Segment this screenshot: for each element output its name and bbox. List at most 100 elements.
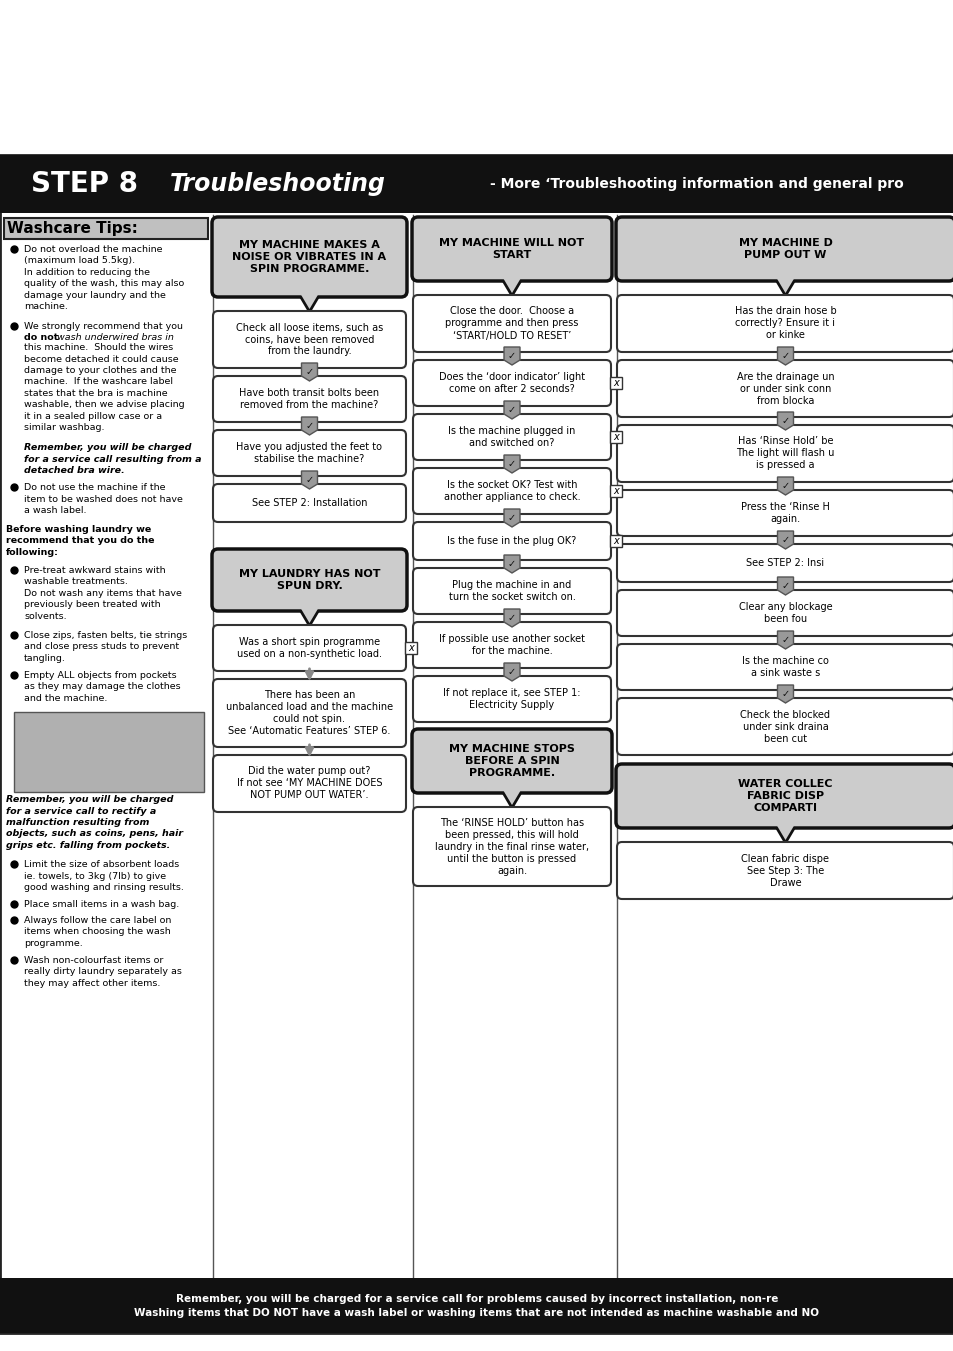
FancyBboxPatch shape — [413, 521, 610, 561]
Text: Before washing laundry we
recommend that you do the
following:: Before washing laundry we recommend that… — [6, 524, 154, 557]
Text: Pre-treat awkward stains with
washable treatments.
Do not wash any items that ha: Pre-treat awkward stains with washable t… — [24, 566, 182, 620]
Text: MY MACHINE D
PUMP OUT W: MY MACHINE D PUMP OUT W — [738, 238, 832, 261]
Text: ✓: ✓ — [781, 689, 789, 698]
FancyBboxPatch shape — [616, 218, 953, 281]
Text: Does the ‘door indicator’ light
come on after 2 seconds?: Does the ‘door indicator’ light come on … — [438, 372, 584, 394]
Text: ✓: ✓ — [507, 405, 516, 415]
Text: Close the door.  Choose a
programme and then press
‘START/HOLD TO RESET’: Close the door. Choose a programme and t… — [445, 307, 578, 340]
Text: ✓: ✓ — [507, 351, 516, 361]
Polygon shape — [503, 663, 519, 681]
Text: ✓: ✓ — [507, 559, 516, 569]
Text: There has been an
unbalanced load and the machine
could not spin.
See ‘Automatic: There has been an unbalanced load and th… — [226, 690, 393, 736]
Polygon shape — [296, 289, 322, 311]
FancyBboxPatch shape — [413, 807, 610, 886]
Text: Is the machine co
a sink waste s: Is the machine co a sink waste s — [741, 657, 828, 678]
FancyBboxPatch shape — [213, 430, 406, 476]
Text: Wash non-colourfast items or
really dirty laundry separately as
they may affect : Wash non-colourfast items or really dirt… — [24, 957, 182, 988]
Text: x: x — [613, 486, 618, 496]
Bar — [0, 1278, 953, 1333]
Text: ✓: ✓ — [781, 416, 789, 426]
FancyBboxPatch shape — [213, 680, 406, 747]
FancyBboxPatch shape — [413, 413, 610, 459]
Text: MY LAUNDRY HAS NOT
SPUN DRY.: MY LAUNDRY HAS NOT SPUN DRY. — [238, 569, 380, 592]
Polygon shape — [777, 685, 793, 703]
Bar — [609, 431, 621, 443]
Polygon shape — [772, 273, 798, 295]
Polygon shape — [503, 509, 519, 527]
Polygon shape — [774, 821, 796, 840]
FancyBboxPatch shape — [616, 765, 953, 828]
Polygon shape — [301, 471, 317, 489]
Bar — [14, 712, 204, 792]
Polygon shape — [498, 273, 524, 295]
Text: Is the machine plugged in
and switched on?: Is the machine plugged in and switched o… — [448, 426, 575, 449]
Bar — [609, 535, 621, 547]
FancyBboxPatch shape — [617, 426, 953, 482]
Text: We strongly recommend that you: We strongly recommend that you — [24, 323, 183, 331]
FancyBboxPatch shape — [617, 698, 953, 755]
Text: ✓: ✓ — [507, 513, 516, 523]
Polygon shape — [503, 347, 519, 365]
Text: Are the drainage un
or under sink conn
from blocka: Are the drainage un or under sink conn f… — [736, 372, 834, 405]
Polygon shape — [777, 412, 793, 430]
Polygon shape — [301, 417, 317, 435]
Text: Did the water pump out?
If not see ‘MY MACHINE DOES
NOT PUMP OUT WATER’.: Did the water pump out? If not see ‘MY M… — [236, 766, 382, 801]
Text: Check the blocked
under sink draina
been cut: Check the blocked under sink draina been… — [740, 709, 830, 743]
Polygon shape — [503, 455, 519, 473]
Text: The ‘RINSE HOLD’ button has
been pressed, this will hold
laundry in the final ri: The ‘RINSE HOLD’ button has been pressed… — [435, 817, 588, 875]
FancyBboxPatch shape — [413, 359, 610, 407]
Polygon shape — [500, 786, 522, 805]
Text: Is the socket OK? Test with
another appliance to check.: Is the socket OK? Test with another appl… — [443, 480, 579, 503]
FancyBboxPatch shape — [413, 621, 610, 667]
Text: ✓: ✓ — [305, 367, 314, 377]
Text: Always follow the care label on
items when choosing the wash
programme.: Always follow the care label on items wh… — [24, 916, 172, 947]
Text: Remember, you will be charged
for a service call to rectify a
malfunction result: Remember, you will be charged for a serv… — [6, 796, 183, 850]
Text: ✓: ✓ — [781, 481, 789, 490]
Text: ✓: ✓ — [305, 476, 314, 485]
Text: do not: do not — [24, 332, 58, 342]
Text: WATER COLLEC
FABRIC DISP
COMPARTI: WATER COLLEC FABRIC DISP COMPARTI — [738, 778, 832, 813]
FancyBboxPatch shape — [413, 567, 610, 613]
Text: Have you adjusted the feet to
stabilise the machine?: Have you adjusted the feet to stabilise … — [236, 442, 382, 463]
FancyBboxPatch shape — [413, 295, 610, 353]
Polygon shape — [777, 477, 793, 494]
Text: ✓: ✓ — [781, 581, 789, 590]
Text: Check all loose items, such as
coins, have been removed
from the laundry.: Check all loose items, such as coins, ha… — [235, 323, 383, 357]
Text: See STEP 2: Installation: See STEP 2: Installation — [252, 499, 367, 508]
Text: ✓: ✓ — [781, 535, 789, 544]
Text: x: x — [613, 536, 618, 546]
Text: Close zips, fasten belts, tie strings
and close press studs to prevent
tangling.: Close zips, fasten belts, tie strings an… — [24, 631, 187, 663]
Text: Troubleshooting: Troubleshooting — [170, 172, 386, 196]
FancyBboxPatch shape — [617, 644, 953, 690]
Text: ✓: ✓ — [507, 667, 516, 677]
Text: Was a short spin programme
used on a non-synthetic load.: Was a short spin programme used on a non… — [236, 638, 381, 659]
Bar — [0, 155, 953, 1333]
Text: Do not use the machine if the
item to be washed does not have
a wash label.: Do not use the machine if the item to be… — [24, 484, 183, 515]
Text: MY MACHINE WILL NOT
START: MY MACHINE WILL NOT START — [439, 238, 584, 261]
Bar — [4, 218, 208, 239]
FancyBboxPatch shape — [617, 842, 953, 898]
FancyBboxPatch shape — [213, 755, 406, 812]
FancyBboxPatch shape — [213, 376, 406, 422]
Polygon shape — [500, 274, 522, 293]
FancyBboxPatch shape — [617, 590, 953, 636]
Text: ✓: ✓ — [781, 635, 789, 644]
FancyBboxPatch shape — [413, 467, 610, 513]
Text: Remember, you will be charged for a service call for problems caused by incorrec: Remember, you will be charged for a serv… — [134, 1293, 819, 1317]
Text: - More ‘Troubleshooting information and general pro: - More ‘Troubleshooting information and … — [490, 177, 902, 190]
Text: See STEP 2: Insi: See STEP 2: Insi — [745, 558, 823, 567]
Text: x: x — [613, 378, 618, 388]
Polygon shape — [777, 631, 793, 648]
Text: MY MACHINE STOPS
BEFORE A SPIN
PROGRAMME.: MY MACHINE STOPS BEFORE A SPIN PROGRAMME… — [449, 743, 575, 778]
FancyBboxPatch shape — [213, 626, 406, 671]
Polygon shape — [774, 274, 796, 293]
FancyBboxPatch shape — [617, 490, 953, 536]
Text: Press the ‘Rinse H
again.: Press the ‘Rinse H again. — [740, 503, 829, 524]
FancyBboxPatch shape — [212, 549, 407, 611]
Text: Washcare Tips:: Washcare Tips: — [7, 222, 138, 236]
Polygon shape — [777, 531, 793, 549]
Text: Is the fuse in the plug OK?: Is the fuse in the plug OK? — [447, 536, 576, 546]
FancyBboxPatch shape — [412, 218, 612, 281]
Polygon shape — [298, 290, 320, 309]
Text: Limit the size of absorbent loads
ie. towels, to 3kg (7lb) to give
good washing : Limit the size of absorbent loads ie. to… — [24, 861, 184, 892]
